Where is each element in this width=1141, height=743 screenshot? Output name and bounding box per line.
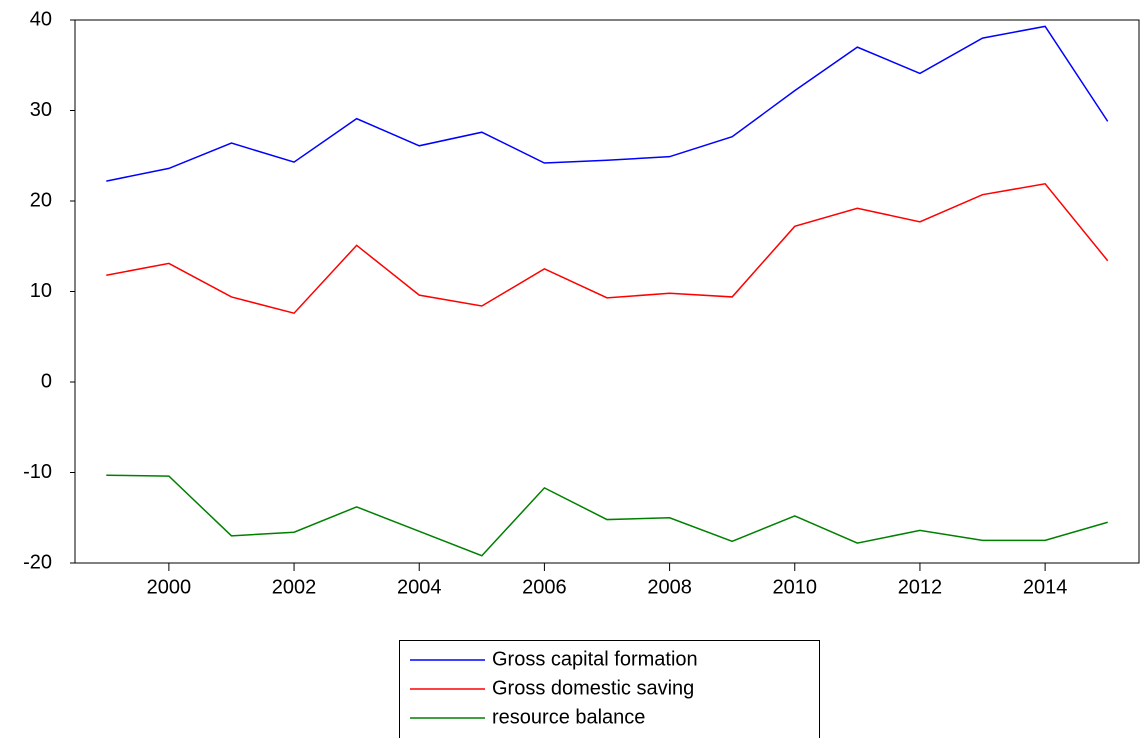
series-line — [106, 182, 1109, 315]
series-line — [106, 25, 1109, 182]
legend-box — [399, 640, 820, 743]
y-tick-label: 20 — [30, 189, 52, 211]
x-tick-label: 2014 — [1023, 576, 1068, 598]
x-tick-label: 2012 — [898, 576, 943, 598]
x-tick-label: 2010 — [773, 576, 818, 598]
y-tick-label: -10 — [23, 461, 52, 483]
series-line — [106, 474, 1108, 557]
x-tick-label: 2008 — [647, 576, 692, 598]
x-tick-label: 2006 — [522, 576, 567, 598]
y-tick-label: -20 — [23, 551, 52, 573]
y-tick-label: 0 — [41, 370, 52, 392]
x-tick-label: 2004 — [397, 576, 442, 598]
x-tick-label: 2000 — [147, 576, 192, 598]
y-tick-label: 10 — [30, 280, 52, 302]
y-tick-label: 40 — [30, 8, 52, 30]
x-tick-label: 2002 — [272, 576, 317, 598]
legend-label: resource balance — [492, 706, 645, 728]
y-tick-label: 30 — [30, 99, 52, 121]
plot-frame — [74, 19, 1140, 564]
legend-label: Gross domestic saving — [492, 677, 694, 699]
legend-label: Gross capital formation — [492, 648, 698, 670]
